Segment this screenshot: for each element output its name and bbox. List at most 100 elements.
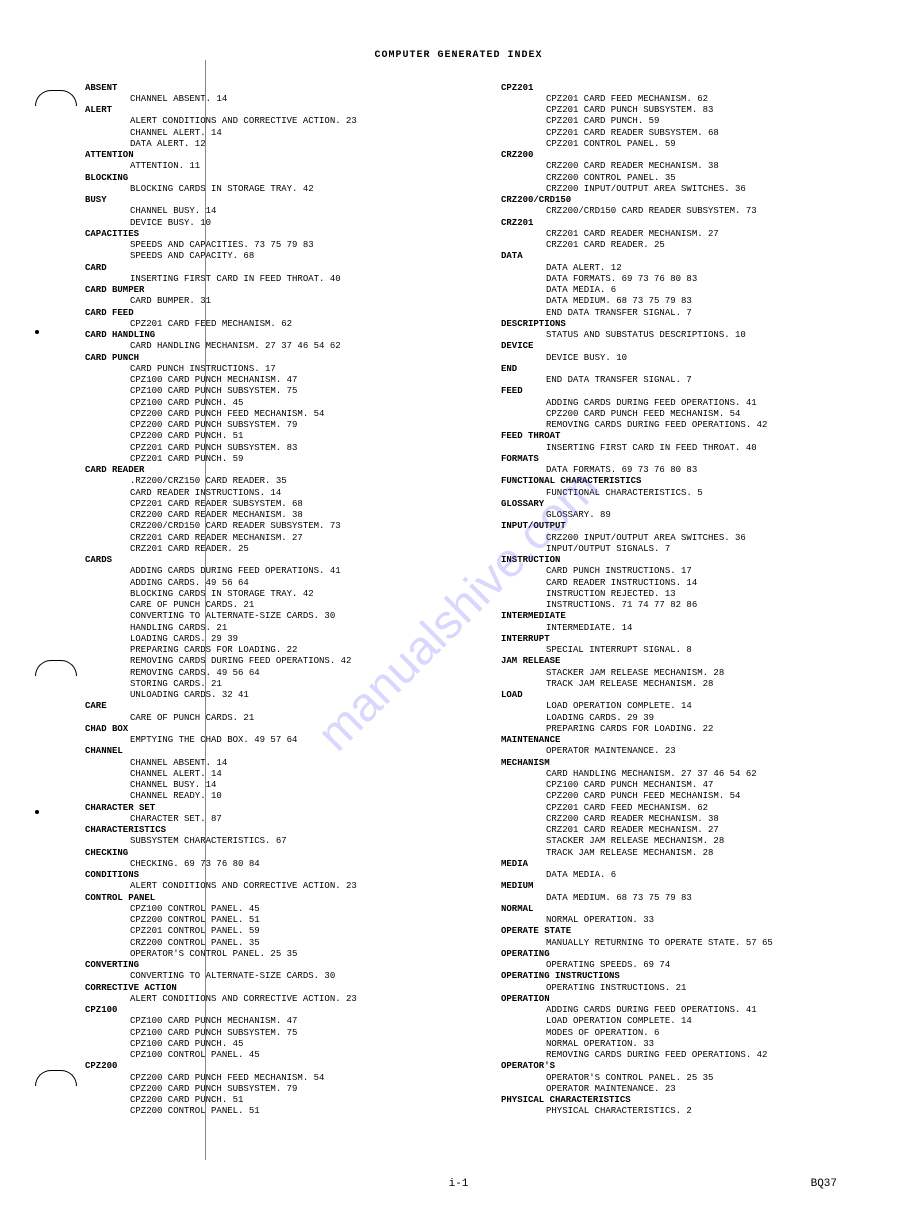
index-entry: CPZ201 CARD FEED MECHANISM. 62 <box>501 94 887 105</box>
index-term: CAPACITIES <box>85 229 471 240</box>
index-term: INTERRUPT <box>501 634 887 645</box>
index-entry: CRZ200 CONTROL PANEL. 35 <box>85 938 471 949</box>
index-term: END <box>501 364 887 375</box>
index-term: BUSY <box>85 195 471 206</box>
index-entry: ADDING CARDS DURING FEED OPERATIONS. 41 <box>85 566 471 577</box>
index-entry: INSTRUCTIONS. 71 74 77 82 86 <box>501 600 887 611</box>
index-entry: CARD READER INSTRUCTIONS. 14 <box>501 578 887 589</box>
index-entry: OPERATING SPEEDS. 69 74 <box>501 960 887 971</box>
index-entry: PREPARING CARDS FOR LOADING. 22 <box>501 724 887 735</box>
index-entry: CRZ200 INPUT/OUTPUT AREA SWITCHES. 36 <box>501 533 887 544</box>
index-entry: INPUT/OUTPUT SIGNALS. 7 <box>501 544 887 555</box>
index-term: MAINTENANCE <box>501 735 887 746</box>
index-entry: CPZ201 CARD PUNCH. 59 <box>85 454 471 465</box>
index-term: CONDITIONS <box>85 870 471 881</box>
index-term: CARD FEED <box>85 308 471 319</box>
index-term: PHYSICAL CHARACTERISTICS <box>501 1095 887 1106</box>
index-entry: CRZ201 CARD READER MECHANISM. 27 <box>501 229 887 240</box>
index-entry: ADDING CARDS DURING FEED OPERATIONS. 41 <box>501 398 887 409</box>
index-entry: BLOCKING CARDS IN STORAGE TRAY. 42 <box>85 589 471 600</box>
index-entry: CRZ200 CARD READER MECHANISM. 38 <box>501 814 887 825</box>
index-entry: CONVERTING TO ALTERNATE-SIZE CARDS. 30 <box>85 611 471 622</box>
index-entry: EMPTYING THE CHAD BOX. 49 57 64 <box>85 735 471 746</box>
index-entry: REMOVING CARDS DURING FEED OPERATIONS. 4… <box>501 1050 887 1061</box>
index-entry: CPZ201 CARD PUNCH SUBSYSTEM. 83 <box>85 443 471 454</box>
index-entry: CPZ201 CARD FEED MECHANISM. 62 <box>85 319 471 330</box>
index-term: ALERT <box>85 105 471 116</box>
decorative-dot <box>35 810 39 814</box>
index-entry: CPZ200 CARD PUNCH SUBSYSTEM. 79 <box>85 1084 471 1095</box>
index-term: CARDS <box>85 555 471 566</box>
index-entry: SPEEDS AND CAPACITIES. 73 75 79 83 <box>85 240 471 251</box>
index-entry: MANUALLY RETURNING TO OPERATE STATE. 57 … <box>501 938 887 949</box>
index-term: FEED THROAT <box>501 431 887 442</box>
vertical-line <box>205 60 206 1160</box>
index-entry: REMOVING CARDS DURING FEED OPERATIONS. 4… <box>501 420 887 431</box>
index-entry: PHYSICAL CHARACTERISTICS. 2 <box>501 1106 887 1117</box>
index-entry: UNLOADING CARDS. 32 41 <box>85 690 471 701</box>
index-entry: CPZ200 CARD PUNCH. 51 <box>85 431 471 442</box>
index-entry: CARD READER INSTRUCTIONS. 14 <box>85 488 471 499</box>
index-entry: CRZ201 CARD READER MECHANISM. 27 <box>85 533 471 544</box>
index-term: FORMATS <box>501 454 887 465</box>
index-term: CORRECTIVE ACTION <box>85 983 471 994</box>
index-entry: CPZ201 CARD PUNCH SUBSYSTEM. 83 <box>501 105 887 116</box>
index-entry: CPZ201 CONTROL PANEL. 59 <box>85 926 471 937</box>
index-entry: CPZ201 CARD READER SUBSYSTEM. 68 <box>501 128 887 139</box>
index-entry: REMOVING CARDS. 49 56 64 <box>85 668 471 679</box>
index-entry: STACKER JAM RELEASE MECHANISM. 28 <box>501 836 887 847</box>
index-entry: STORING CARDS. 21 <box>85 679 471 690</box>
index-entry: LOADING CARDS. 29 39 <box>85 634 471 645</box>
index-entry: DATA ALERT. 12 <box>85 139 471 150</box>
index-term: INTERMEDIATE <box>501 611 887 622</box>
index-entry: OPERATING INSTRUCTIONS. 21 <box>501 983 887 994</box>
index-term: OPERATING <box>501 949 887 960</box>
index-entry: CHANNEL BUSY. 14 <box>85 780 471 791</box>
index-entry: FUNCTIONAL CHARACTERISTICS. 5 <box>501 488 887 499</box>
index-entry: TRACK JAM RELEASE MECHANISM. 28 <box>501 679 887 690</box>
index-entry: ATTENTION. 11 <box>85 161 471 172</box>
index-entry: CHANNEL BUSY. 14 <box>85 206 471 217</box>
index-entry: MODES OF OPERATION. 6 <box>501 1028 887 1039</box>
right-column: CPZ201CPZ201 CARD FEED MECHANISM. 62CPZ2… <box>501 83 887 1118</box>
index-entry: BLOCKING CARDS IN STORAGE TRAY. 42 <box>85 184 471 195</box>
index-term: CARE <box>85 701 471 712</box>
index-term: GLOSSARY <box>501 499 887 510</box>
index-entry: CRZ200 CONTROL PANEL. 35 <box>501 173 887 184</box>
index-entry: STATUS AND SUBSTATUS DESCRIPTIONS. 10 <box>501 330 887 341</box>
index-term: BLOCKING <box>85 173 471 184</box>
index-entry: CPZ200 CONTROL PANEL. 51 <box>85 1106 471 1117</box>
index-entry: CPZ100 CARD PUNCH SUBSYSTEM. 75 <box>85 1028 471 1039</box>
index-entry: ALERT CONDITIONS AND CORRECTIVE ACTION. … <box>85 116 471 127</box>
index-term: INPUT/OUTPUT <box>501 521 887 532</box>
index-term: OPERATING INSTRUCTIONS <box>501 971 887 982</box>
footer-center: i-1 <box>449 1178 469 1192</box>
index-term: ABSENT <box>85 83 471 94</box>
index-term: CHAD BOX <box>85 724 471 735</box>
index-entry: INTERMEDIATE. 14 <box>501 623 887 634</box>
left-column: ABSENTCHANNEL ABSENT. 14ALERTALERT CONDI… <box>85 83 471 1118</box>
index-entry: OPERATOR MAINTENANCE. 23 <box>501 1084 887 1095</box>
index-term: MEDIUM <box>501 881 887 892</box>
index-term: OPERATOR'S <box>501 1061 887 1072</box>
index-entry: SPECIAL INTERRUPT SIGNAL. 8 <box>501 645 887 656</box>
index-term: OPERATION <box>501 994 887 1005</box>
index-term: MECHANISM <box>501 758 887 769</box>
index-term: MEDIA <box>501 859 887 870</box>
index-entry: DEVICE BUSY. 10 <box>85 218 471 229</box>
index-entry: CARD PUNCH INSTRUCTIONS. 17 <box>501 566 887 577</box>
index-term: CRZ200/CRD150 <box>501 195 887 206</box>
index-entry: CRZ200/CRD150 CARD READER SUBSYSTEM. 73 <box>85 521 471 532</box>
index-term: CARD BUMPER <box>85 285 471 296</box>
index-term: JAM RELEASE <box>501 656 887 667</box>
index-term: CHANNEL <box>85 746 471 757</box>
index-entry: CHECKING. 69 73 76 80 84 <box>85 859 471 870</box>
index-entry: INSTRUCTION REJECTED. 13 <box>501 589 887 600</box>
index-term: DATA <box>501 251 887 262</box>
index-entry: ADDING CARDS DURING FEED OPERATIONS. 41 <box>501 1005 887 1016</box>
index-entry: CPZ200 CARD PUNCH FEED MECHANISM. 54 <box>85 409 471 420</box>
index-term: ATTENTION <box>85 150 471 161</box>
index-entry: DATA MEDIUM. 68 73 75 79 83 <box>501 296 887 307</box>
decorative-arc <box>35 660 77 676</box>
index-entry: GLOSSARY. 89 <box>501 510 887 521</box>
